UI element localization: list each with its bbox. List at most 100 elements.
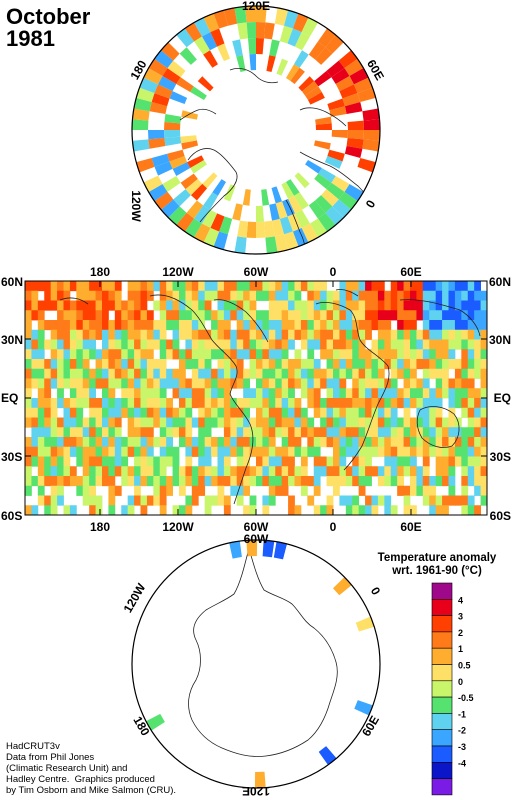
grid-cell (153, 476, 161, 487)
grid-cell (397, 466, 404, 477)
grid-cell (95, 290, 103, 301)
polar-cell (139, 77, 159, 94)
grid-cell (243, 417, 250, 428)
grid-cell (217, 349, 225, 360)
grid-cell (89, 398, 96, 409)
polar-cell (219, 216, 233, 235)
grid-cell (76, 398, 84, 409)
grid-cell (371, 281, 379, 292)
grid-cell (185, 359, 193, 370)
grid-cell (345, 398, 353, 409)
grid-cell (339, 300, 347, 311)
grid-cell (44, 407, 52, 418)
grid-cell (320, 427, 327, 438)
grid-cell (403, 378, 411, 389)
grid-cell (140, 368, 148, 379)
grid-cell (185, 290, 193, 301)
grid-cell (172, 349, 180, 360)
grid-cell (217, 300, 225, 311)
grid-cell (377, 466, 385, 477)
grid-cell (185, 320, 193, 331)
grid-cell (390, 437, 398, 448)
grid-cell (140, 281, 148, 292)
grid-cell (159, 505, 167, 515)
grid-cell (313, 427, 321, 438)
grid-cell (442, 476, 449, 487)
grid-cell (416, 437, 424, 448)
grid-cell (166, 446, 173, 457)
eq-left-lat-60s: 60S (1, 509, 22, 523)
grid-cell (211, 368, 218, 379)
grid-cell (365, 505, 372, 515)
grid-cell (435, 378, 443, 389)
grid-cell (416, 378, 424, 389)
grid-cell (57, 437, 64, 448)
grid-cell (474, 427, 481, 438)
grid-cell (390, 388, 398, 399)
grid-cell (25, 398, 32, 409)
grid-cell (95, 320, 103, 331)
equatorial-map: 180 120W 60W 0 60E 180 120W 60W 0 60E 60… (1, 265, 511, 534)
grid-cell (358, 388, 366, 399)
polar-cell (254, 771, 266, 788)
grid-cell (204, 427, 212, 438)
grid-cell (268, 378, 276, 389)
grid-cell (223, 359, 231, 370)
grid-cell (410, 368, 417, 379)
grid-cell (57, 310, 64, 321)
grid-cell (339, 495, 347, 506)
grid-cell (243, 349, 250, 360)
grid-cell (172, 427, 180, 438)
grid-cell (82, 417, 90, 428)
grid-cell (50, 368, 58, 379)
grid-cell (422, 398, 430, 409)
grid-cell (57, 495, 64, 506)
grid-cell (95, 427, 103, 438)
grid-cell (37, 446, 45, 457)
grid-cell (76, 320, 84, 331)
grid-cell (474, 300, 481, 311)
grid-cell (114, 368, 122, 379)
grid-cell (365, 466, 372, 477)
grid-cell (50, 407, 58, 418)
grid-cell (416, 427, 424, 438)
polar-cell (161, 42, 180, 61)
grid-cell (82, 359, 90, 370)
grid-cell (95, 476, 103, 487)
grid-cell (37, 398, 45, 409)
grid-cell (429, 281, 437, 292)
grid-cell (307, 320, 315, 331)
grid-cell (320, 329, 327, 340)
polar-cell (217, 43, 230, 62)
grid-cell (326, 437, 334, 448)
grid-cell (281, 310, 289, 321)
grid-cell (179, 290, 186, 301)
grid-cell (467, 290, 475, 301)
grid-cell (179, 476, 186, 487)
grid-cell (397, 290, 404, 301)
grid-cell (185, 417, 193, 428)
grid-cell (63, 378, 71, 389)
grid-cell (211, 290, 218, 301)
grid-cell (288, 495, 295, 506)
eq-left-lat-30n: 30N (1, 333, 23, 347)
grid-cell (134, 466, 141, 477)
polar-cell (286, 64, 300, 81)
grid-cell (384, 446, 392, 457)
grid-cell (294, 320, 302, 331)
polar-cell (273, 541, 287, 560)
grid-cell (320, 437, 327, 448)
grid-cell (262, 310, 270, 321)
grid-cell (294, 359, 302, 370)
grid-cell (275, 320, 283, 331)
grid-cell (159, 339, 167, 350)
polar-cell (314, 173, 332, 190)
grid-cell (153, 407, 161, 418)
grid-cell (236, 495, 244, 506)
grid-cell (108, 476, 116, 487)
grid-cell (288, 398, 295, 409)
grid-cell (76, 349, 84, 360)
grid-cell (294, 466, 302, 477)
grid-cell (236, 320, 244, 331)
grid-cell (204, 495, 212, 506)
